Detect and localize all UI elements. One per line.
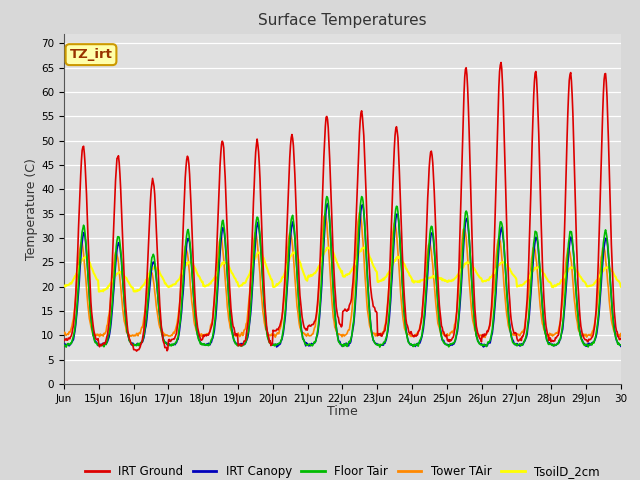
Tower TAir bbox=[617, 331, 625, 336]
Tower TAir bbox=[276, 325, 284, 331]
TsoilD_2cm bbox=[401, 263, 409, 269]
IRT Ground bbox=[132, 348, 140, 354]
Line: IRT Canopy: IRT Canopy bbox=[64, 204, 621, 347]
IRT Canopy bbox=[617, 343, 625, 349]
TsoilD_2cm bbox=[433, 275, 440, 281]
TsoilD_2cm bbox=[228, 271, 236, 276]
IRT Ground bbox=[432, 225, 440, 231]
IRT Canopy bbox=[60, 343, 68, 348]
IRT Canopy bbox=[255, 228, 263, 234]
Floor Tair bbox=[617, 342, 625, 348]
IRT Ground bbox=[256, 176, 264, 182]
Tower TAir bbox=[60, 330, 68, 336]
IRT Ground bbox=[277, 318, 285, 324]
IRT Ground bbox=[125, 336, 133, 342]
TsoilD_2cm bbox=[126, 282, 134, 288]
Line: IRT Ground: IRT Ground bbox=[64, 62, 621, 351]
IRT Canopy bbox=[277, 338, 285, 344]
Tower TAir bbox=[255, 264, 263, 269]
Floor Tair bbox=[323, 194, 331, 200]
Floor Tair bbox=[60, 342, 68, 348]
TsoilD_2cm bbox=[617, 284, 625, 289]
Floor Tair bbox=[376, 344, 383, 350]
Tower TAir bbox=[356, 210, 364, 216]
Title: Surface Temperatures: Surface Temperatures bbox=[258, 13, 427, 28]
TsoilD_2cm bbox=[95, 288, 102, 294]
Tower TAir bbox=[125, 332, 133, 337]
Tower TAir bbox=[432, 300, 440, 305]
Y-axis label: Temperature (C): Temperature (C) bbox=[25, 158, 38, 260]
Floor Tair bbox=[228, 328, 236, 334]
Line: Floor Tair: Floor Tair bbox=[64, 197, 621, 347]
IRT Ground bbox=[497, 60, 505, 65]
IRT Canopy bbox=[273, 344, 280, 350]
Line: TsoilD_2cm: TsoilD_2cm bbox=[64, 247, 621, 291]
Floor Tair bbox=[276, 340, 284, 346]
Line: Tower TAir: Tower TAir bbox=[64, 213, 621, 337]
Floor Tair bbox=[125, 338, 133, 344]
TsoilD_2cm bbox=[361, 244, 369, 250]
IRT Ground bbox=[60, 337, 68, 343]
Tower TAir bbox=[401, 325, 408, 331]
IRT Canopy bbox=[324, 201, 332, 206]
Floor Tair bbox=[401, 322, 409, 327]
X-axis label: Time: Time bbox=[327, 405, 358, 418]
TsoilD_2cm bbox=[60, 283, 68, 289]
Tower TAir bbox=[478, 335, 486, 340]
Tower TAir bbox=[228, 329, 236, 335]
TsoilD_2cm bbox=[277, 278, 285, 284]
IRT Canopy bbox=[228, 325, 236, 331]
Floor Tair bbox=[255, 225, 263, 230]
Floor Tair bbox=[433, 279, 440, 285]
IRT Ground bbox=[228, 319, 236, 325]
TsoilD_2cm bbox=[256, 251, 264, 256]
Legend: IRT Ground, IRT Canopy, Floor Tair, Tower TAir, TsoilD_2cm: IRT Ground, IRT Canopy, Floor Tair, Towe… bbox=[81, 461, 604, 480]
IRT Ground bbox=[617, 336, 625, 341]
IRT Ground bbox=[401, 296, 408, 302]
IRT Canopy bbox=[125, 337, 133, 343]
IRT Canopy bbox=[401, 319, 409, 325]
IRT Canopy bbox=[433, 278, 440, 284]
Text: TZ_irt: TZ_irt bbox=[70, 48, 113, 61]
